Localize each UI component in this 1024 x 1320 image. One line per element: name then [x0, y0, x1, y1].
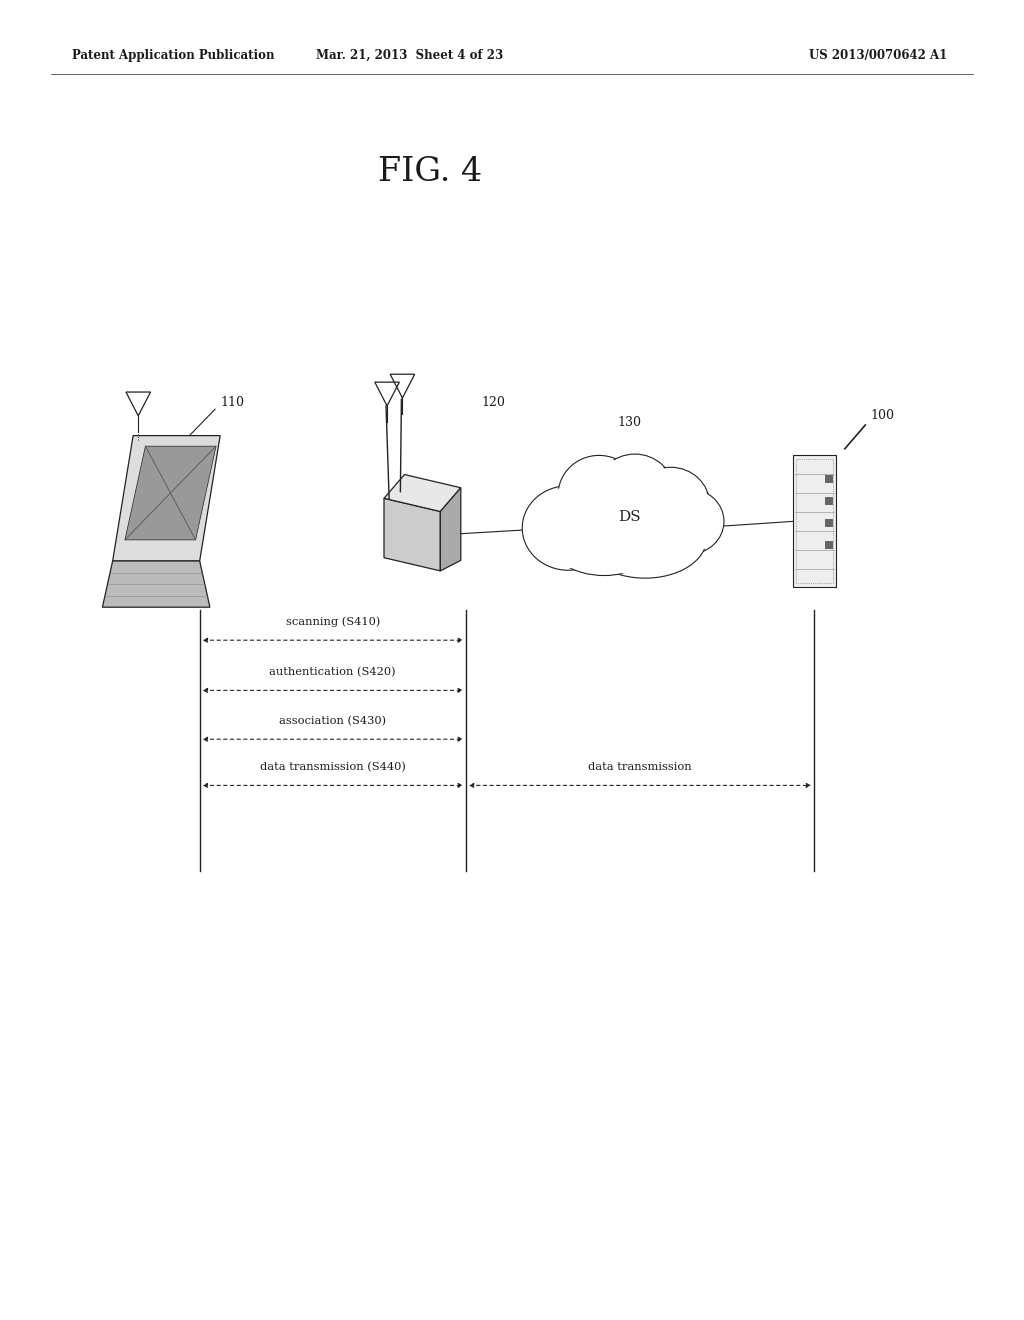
- Bar: [825, 496, 833, 504]
- Ellipse shape: [585, 502, 706, 576]
- Text: 120: 120: [481, 396, 505, 409]
- Polygon shape: [384, 475, 461, 512]
- Bar: [825, 519, 833, 527]
- Text: scanning (S410): scanning (S410): [286, 616, 380, 627]
- Ellipse shape: [558, 455, 640, 535]
- Text: Patent Application Publication: Patent Application Publication: [72, 49, 274, 62]
- Polygon shape: [384, 499, 440, 570]
- Ellipse shape: [597, 455, 673, 525]
- Ellipse shape: [653, 491, 723, 552]
- Bar: [796, 459, 833, 583]
- Polygon shape: [793, 455, 836, 587]
- Text: Mar. 21, 2013  Sheet 4 of 23: Mar. 21, 2013 Sheet 4 of 23: [316, 49, 503, 62]
- Polygon shape: [440, 488, 461, 570]
- Text: US 2013/0070642 A1: US 2013/0070642 A1: [809, 49, 947, 62]
- Ellipse shape: [523, 487, 613, 568]
- Ellipse shape: [652, 488, 724, 554]
- Ellipse shape: [633, 470, 709, 540]
- Bar: [825, 541, 833, 549]
- Ellipse shape: [522, 486, 614, 570]
- Ellipse shape: [584, 499, 707, 578]
- Text: authentication (S420): authentication (S420): [269, 667, 396, 677]
- Polygon shape: [125, 446, 216, 540]
- Text: data transmission: data transmission: [588, 762, 692, 772]
- Bar: [825, 475, 833, 483]
- Polygon shape: [113, 436, 220, 561]
- Text: 100: 100: [870, 409, 894, 422]
- Polygon shape: [102, 561, 210, 607]
- Text: data transmission (S440): data transmission (S440): [260, 762, 406, 772]
- Ellipse shape: [549, 503, 659, 574]
- Text: 130: 130: [617, 416, 642, 429]
- Text: association (S430): association (S430): [280, 715, 386, 726]
- Text: 110: 110: [220, 396, 244, 409]
- Ellipse shape: [559, 458, 639, 532]
- Ellipse shape: [632, 467, 710, 541]
- Ellipse shape: [548, 502, 660, 576]
- Text: DS: DS: [618, 511, 641, 524]
- Ellipse shape: [596, 454, 674, 528]
- Text: FIG. 4: FIG. 4: [378, 156, 482, 187]
